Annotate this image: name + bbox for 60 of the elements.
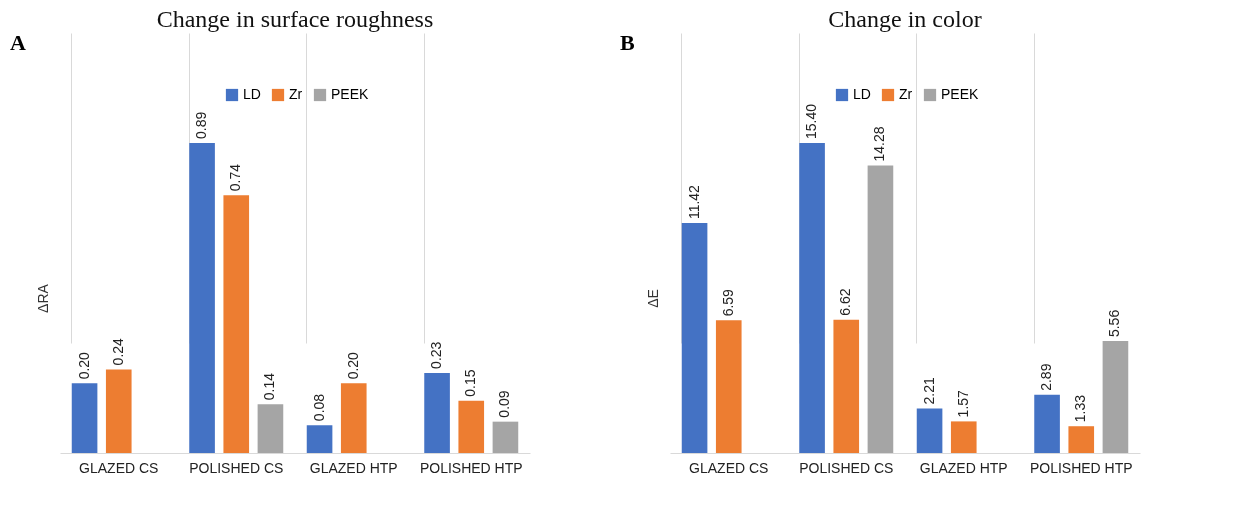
- data-label: 0.08: [310, 393, 327, 422]
- bar: [458, 400, 485, 453]
- data-label: 0.20: [344, 351, 361, 380]
- bar: [71, 383, 98, 453]
- data-label: 0.89: [193, 111, 210, 139]
- bar: [867, 165, 894, 453]
- bar: [833, 319, 860, 453]
- y-axis-title: ΔRA: [34, 283, 51, 313]
- legend-label: Zr: [289, 86, 303, 102]
- bar: [1102, 341, 1129, 453]
- data-label: 0.74: [227, 163, 244, 192]
- bar: [916, 408, 943, 453]
- bar: [189, 143, 215, 453]
- bar: [799, 143, 825, 453]
- bar: [681, 223, 708, 453]
- chart-title: Change in surface roughness: [156, 6, 434, 32]
- data-label: 1.57: [954, 389, 971, 418]
- x-tick-label: POLISHED CS: [189, 459, 284, 476]
- data-label: 0.20: [75, 351, 92, 380]
- data-label: 0.09: [496, 390, 513, 418]
- text: A: [10, 30, 26, 55]
- bar: [1034, 394, 1060, 453]
- bar: [492, 421, 519, 453]
- data-label: 15.40: [803, 103, 820, 139]
- bar: [1068, 426, 1095, 453]
- data-label: 6.62: [837, 288, 854, 316]
- bar: [340, 383, 367, 453]
- bar: [105, 369, 132, 453]
- data-label: 2.89: [1038, 363, 1055, 391]
- x-tick-label: GLAZED HTP: [919, 459, 1008, 476]
- bar: [950, 421, 977, 453]
- x-tick-label: POLISHED CS: [799, 459, 894, 476]
- x-tick-label: POLISHED HTP: [1029, 459, 1133, 476]
- legend-label: PEEK: [941, 86, 980, 102]
- x-tick-label: POLISHED HTP: [419, 459, 523, 476]
- legend-label: Zr: [899, 86, 913, 102]
- bar: [306, 425, 333, 453]
- data-label: 0.14: [261, 372, 278, 401]
- data-label: 0.15: [462, 369, 479, 397]
- data-label: 0.24: [109, 337, 126, 366]
- data-label: 6.59: [719, 288, 736, 317]
- text: B: [620, 30, 635, 55]
- chart-title: Change in color: [828, 6, 982, 32]
- x-tick-label: GLAZED HTP: [309, 459, 398, 476]
- data-label: 2.21: [920, 377, 937, 405]
- legend-label: LD: [853, 86, 871, 102]
- data-label: 11.42: [685, 184, 702, 220]
- y-axis-title: ΔE: [644, 289, 661, 308]
- x-tick-label: GLAZED CS: [79, 459, 159, 476]
- x-tick-label: GLAZED CS: [689, 459, 769, 476]
- bar: [715, 320, 742, 453]
- data-label: 14.28: [871, 126, 888, 162]
- data-label: 5.56: [1106, 309, 1123, 338]
- data-label: 0.23: [428, 341, 445, 369]
- bar: [424, 372, 450, 453]
- data-label: 1.33: [1072, 394, 1089, 423]
- bar: [223, 195, 250, 453]
- legend-label: PEEK: [331, 86, 370, 102]
- legend-label: LD: [243, 86, 261, 102]
- bar: [257, 404, 284, 453]
